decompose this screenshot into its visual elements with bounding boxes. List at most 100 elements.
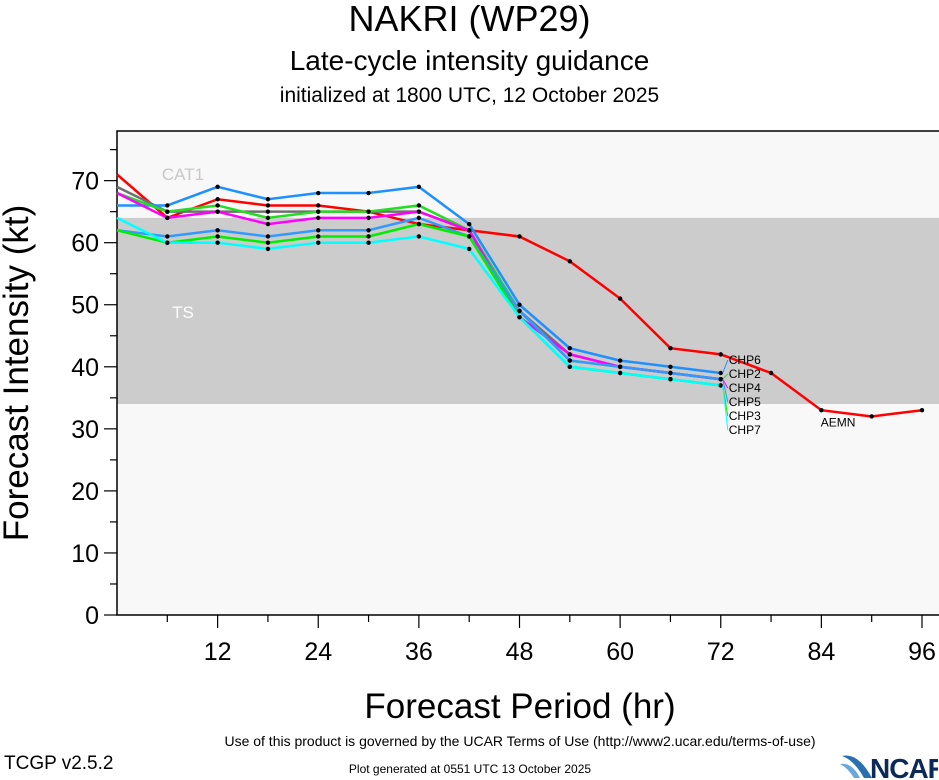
series-label: CHP2 [729,367,761,381]
data-point [517,302,522,307]
data-point [215,203,220,208]
data-point [265,203,271,208]
data-point [668,345,673,351]
x-tick-label: 24 [304,638,332,666]
svg-text:NCAR: NCAR [870,753,938,780]
x-tick-label: 12 [204,638,232,666]
data-point [416,221,422,227]
y-tick-label: 50 [71,292,99,320]
x-tick-label: 72 [707,638,735,666]
data-point [215,209,220,214]
data-point [165,240,170,245]
data-point [567,345,573,351]
x-axis-label: Forecast Period (hr) [364,687,675,726]
data-point [718,377,723,382]
chart-subtitle: Late-cycle intensity guidance [289,45,650,76]
data-point [668,377,673,382]
version-label: TCGP v2.5.2 [4,753,114,774]
x-tick-label: 96 [908,638,936,666]
label-leader [722,379,729,403]
data-point [316,240,321,245]
y-tick-label: 0 [85,602,99,630]
series-label: AEMN [821,416,856,430]
data-point [466,246,472,252]
data-point [617,364,623,369]
data-point [869,414,874,419]
data-point [768,370,774,376]
data-point [265,246,271,252]
label-leader [722,359,729,374]
band-below [117,404,939,615]
y-axis-label: Forecast Intensity (kt) [0,205,36,541]
data-point [215,240,220,245]
data-point [366,228,371,233]
ncar-logo: NCAR [840,753,938,780]
data-point [165,234,170,239]
data-point [366,215,371,221]
series-chp7: CHP7 [116,216,761,437]
series-chp6: CHP6 [117,184,761,376]
data-point [316,215,321,221]
data-point [265,234,271,239]
band-label: TS [172,303,194,322]
data-point [617,370,623,376]
data-point [215,184,220,190]
data-point [567,259,573,264]
label-leader [722,385,729,431]
terms-of-use: Use of this product is governed by the U… [224,733,816,749]
data-point [668,370,673,376]
y-tick-label: 30 [71,416,99,444]
x-tick-label: 84 [807,638,835,666]
data-point [567,364,573,369]
data-point [165,203,170,208]
data-point [466,228,472,233]
data-point [366,209,371,214]
data-point [819,408,824,413]
data-point [265,197,271,202]
initialized-time: initialized at 1800 UTC, 12 October 2025 [279,84,660,107]
y-tick-label: 70 [71,168,99,196]
data-point [366,240,371,245]
data-point [265,221,271,227]
data-point [617,296,623,301]
series-label: CHP3 [729,409,761,423]
data-point [265,215,271,221]
label-leader [722,373,729,380]
series-label: CHP7 [729,423,761,437]
data-point [316,190,321,196]
data-point [265,240,271,245]
plot-frame [116,130,939,616]
y-tick-label: 10 [71,540,99,568]
data-point [617,358,623,363]
data-point [567,352,573,357]
data-point [366,190,371,196]
data-point [165,215,170,221]
data-point [466,234,472,239]
data-point [517,234,522,239]
data-point [668,364,673,369]
series-aemn: AEMN [116,173,925,430]
data-point [416,215,422,221]
data-point [718,383,723,388]
data-point [165,209,170,214]
data-point [215,197,220,202]
data-point [265,209,271,214]
series-label: CHP6 [729,353,761,367]
generated-time: Plot generated at 0551 UTC 13 October 20… [348,762,592,776]
data-point [718,370,723,376]
data-point [416,209,422,214]
data-point [366,234,371,239]
data-point [466,221,472,227]
data-point [517,308,522,314]
y-tick-label: 60 [71,230,99,258]
data-point [718,352,723,357]
data-point [316,203,321,208]
x-tick-label: 36 [405,638,433,666]
data-point [517,314,522,320]
data-point [316,228,321,233]
data-point [215,234,220,239]
series-label: CHP5 [729,395,761,409]
data-point [316,209,321,214]
chart-title: NAKRI (WP29) [348,0,591,39]
